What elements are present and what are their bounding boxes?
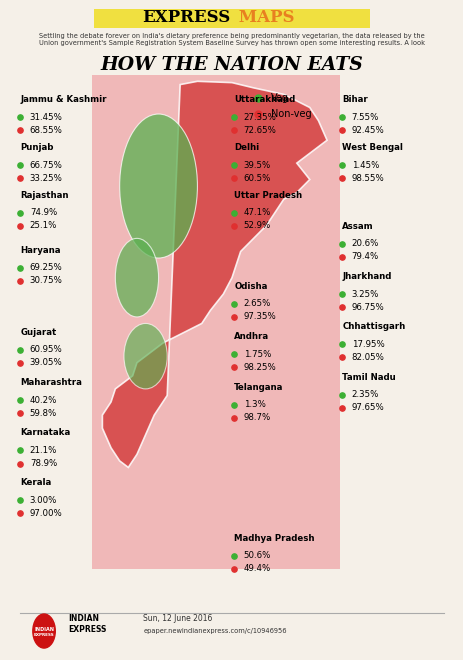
Text: EXPRESS: EXPRESS bbox=[34, 633, 54, 637]
Text: Assam: Assam bbox=[341, 222, 373, 230]
Text: 39.5%: 39.5% bbox=[243, 160, 270, 170]
Text: 3.00%: 3.00% bbox=[30, 496, 57, 505]
FancyBboxPatch shape bbox=[91, 75, 339, 569]
Ellipse shape bbox=[124, 323, 167, 389]
Text: 98.25%: 98.25% bbox=[243, 363, 276, 372]
Text: Maharashtra: Maharashtra bbox=[20, 378, 82, 387]
Text: 97.65%: 97.65% bbox=[351, 403, 384, 412]
Text: 1.75%: 1.75% bbox=[243, 350, 270, 359]
Text: 40.2%: 40.2% bbox=[30, 395, 57, 405]
Text: 60.5%: 60.5% bbox=[243, 174, 270, 183]
Text: Tamil Nadu: Tamil Nadu bbox=[341, 373, 395, 381]
Text: 82.05%: 82.05% bbox=[351, 353, 384, 362]
Text: 21.1%: 21.1% bbox=[30, 446, 57, 455]
Text: Delhi: Delhi bbox=[234, 143, 259, 152]
Text: Veg: Veg bbox=[270, 92, 288, 103]
Text: Uttarakhand: Uttarakhand bbox=[234, 95, 295, 104]
Text: Karnataka: Karnataka bbox=[20, 428, 70, 438]
Text: 74.9%: 74.9% bbox=[30, 209, 57, 217]
Text: 96.75%: 96.75% bbox=[351, 302, 384, 312]
Text: 79.4%: 79.4% bbox=[351, 252, 378, 261]
Text: EXPRESS: EXPRESS bbox=[142, 9, 230, 26]
Text: 2.35%: 2.35% bbox=[351, 390, 378, 399]
Text: Telangana: Telangana bbox=[234, 383, 283, 391]
Text: 72.65%: 72.65% bbox=[243, 126, 276, 135]
Text: 52.9%: 52.9% bbox=[243, 222, 270, 230]
Text: 50.6%: 50.6% bbox=[243, 551, 270, 560]
Text: Sun, 12 June 2016: Sun, 12 June 2016 bbox=[143, 614, 213, 623]
Text: Odisha: Odisha bbox=[234, 282, 267, 291]
Text: 25.1%: 25.1% bbox=[30, 222, 57, 230]
Text: 7.55%: 7.55% bbox=[351, 113, 378, 122]
Polygon shape bbox=[102, 81, 326, 467]
Text: Non-veg: Non-veg bbox=[270, 109, 311, 119]
Text: 27.35%: 27.35% bbox=[243, 113, 276, 122]
Text: 69.25%: 69.25% bbox=[30, 263, 63, 273]
Text: 97.35%: 97.35% bbox=[243, 312, 276, 321]
Text: Uttar Pradesh: Uttar Pradesh bbox=[234, 191, 301, 200]
Text: Kerala: Kerala bbox=[20, 478, 51, 487]
Text: Haryana: Haryana bbox=[20, 246, 61, 255]
Text: 33.25%: 33.25% bbox=[30, 174, 63, 183]
FancyBboxPatch shape bbox=[94, 9, 369, 28]
Text: 49.4%: 49.4% bbox=[243, 564, 270, 574]
Text: 30.75%: 30.75% bbox=[30, 277, 63, 285]
Text: 31.45%: 31.45% bbox=[30, 113, 63, 122]
Text: 68.55%: 68.55% bbox=[30, 126, 63, 135]
Text: 59.8%: 59.8% bbox=[30, 409, 57, 418]
Text: 98.7%: 98.7% bbox=[243, 413, 270, 422]
Text: INDIAN: INDIAN bbox=[68, 614, 99, 623]
Text: 39.05%: 39.05% bbox=[30, 358, 63, 367]
Text: Settling the debate forever on India's dietary preference being predominantly ve: Settling the debate forever on India's d… bbox=[39, 33, 424, 46]
Text: Bihar: Bihar bbox=[341, 95, 367, 104]
Text: 92.45%: 92.45% bbox=[351, 126, 384, 135]
Text: 20.6%: 20.6% bbox=[351, 239, 378, 248]
Text: 47.1%: 47.1% bbox=[243, 209, 270, 217]
Text: MAPS: MAPS bbox=[233, 9, 294, 26]
Text: epaper.newindianexpress.com/c/10946956: epaper.newindianexpress.com/c/10946956 bbox=[143, 628, 286, 634]
Ellipse shape bbox=[119, 114, 197, 258]
Text: West Bengal: West Bengal bbox=[341, 143, 402, 152]
Text: Rajasthan: Rajasthan bbox=[20, 191, 69, 200]
Text: Jharkhand: Jharkhand bbox=[341, 272, 391, 281]
Text: 2.65%: 2.65% bbox=[243, 300, 270, 308]
Text: Madhya Pradesh: Madhya Pradesh bbox=[234, 534, 314, 543]
Text: 1.3%: 1.3% bbox=[243, 400, 265, 409]
Text: 97.00%: 97.00% bbox=[30, 509, 63, 517]
Text: Gujarat: Gujarat bbox=[20, 327, 56, 337]
Text: Andhra: Andhra bbox=[234, 332, 269, 341]
Text: 66.75%: 66.75% bbox=[30, 160, 63, 170]
Text: 1.45%: 1.45% bbox=[351, 160, 378, 170]
Ellipse shape bbox=[115, 238, 158, 317]
Circle shape bbox=[33, 614, 55, 648]
Text: Chhattisgarh: Chhattisgarh bbox=[341, 322, 405, 331]
Text: 3.25%: 3.25% bbox=[351, 290, 378, 298]
Text: HOW THE NATION EATS: HOW THE NATION EATS bbox=[100, 57, 363, 75]
Text: 17.95%: 17.95% bbox=[351, 340, 384, 349]
Text: INDIAN: INDIAN bbox=[34, 626, 54, 632]
Text: 98.55%: 98.55% bbox=[351, 174, 384, 183]
Text: EXPRESS: EXPRESS bbox=[68, 624, 106, 634]
Text: 78.9%: 78.9% bbox=[30, 459, 57, 468]
Text: Jammu & Kashmir: Jammu & Kashmir bbox=[20, 95, 106, 104]
Text: 60.95%: 60.95% bbox=[30, 345, 63, 354]
Text: Punjab: Punjab bbox=[20, 143, 54, 152]
